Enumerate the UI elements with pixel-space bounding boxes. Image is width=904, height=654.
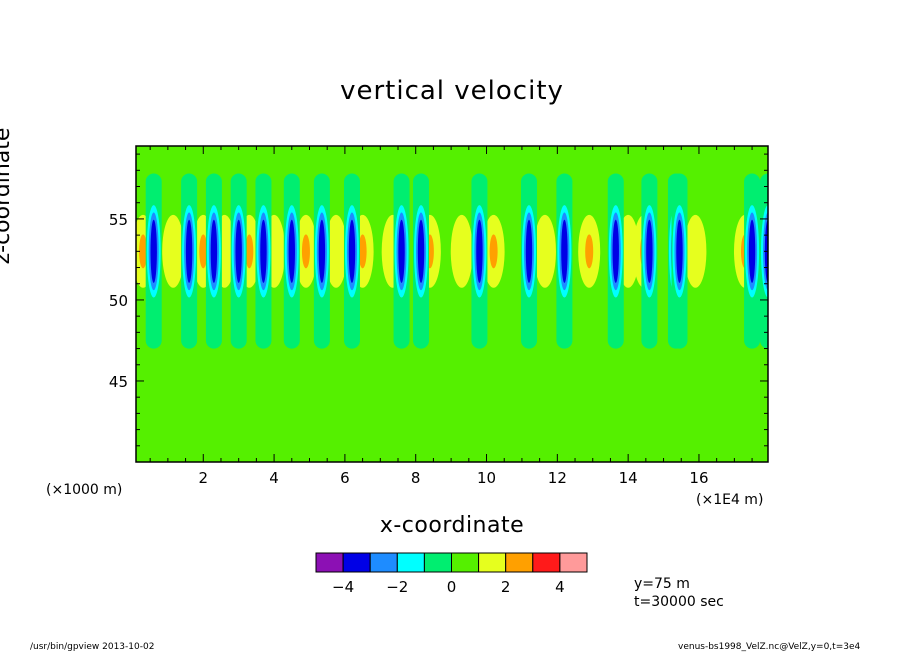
updraft-column [162,214,185,288]
downdraft-column [471,173,488,349]
x-tick-label: 16 [689,469,708,487]
downdraft-column [283,173,300,349]
updraft-column [325,214,348,288]
axes: 2 4 6 8 10 12 14 16 45 50 55 [109,146,768,487]
x-tick-label: 2 [198,469,208,487]
x-axis-unit: (×1E4 m) [696,492,764,508]
downdraft-column [393,173,410,349]
colorbar-tick-label: 0 [447,578,457,596]
x-axis-label: x-coordinate [379,513,525,538]
footer-right: venus-bs1998_VelZ.nc@VelZ,y=0,t=3e4 [678,642,861,652]
downdraft-column [607,173,624,349]
x-tick-label: 14 [619,469,638,487]
y-value-annotation: y=75 m [634,576,690,592]
time-annotation: t=30000 sec [634,594,724,610]
x-tick-label: 10 [477,469,496,487]
x-tick-label: 8 [411,469,421,487]
downdraft-column [255,173,272,349]
downdraft-column [671,173,688,349]
colorbar-swatch [532,552,561,573]
colorbar-tick-label: 4 [555,578,565,596]
y-tick-label: 55 [109,211,128,229]
colorbar-tick-label: −4 [332,578,354,596]
colorbar-tick-label: −2 [386,578,408,596]
footer-left: /usr/bin/gpview 2013-10-02 [30,642,155,652]
chart-title: vertical velocity [340,76,564,106]
colorbar-swatch [342,552,371,573]
colorbar-swatch [451,552,480,573]
downdraft-column [145,173,162,349]
updraft-column [684,214,707,288]
colorbar-swatch [369,552,398,573]
downdraft-column [521,173,538,349]
colorbar-swatch [423,552,452,573]
x-axis-multiplier: (×1000 m) [46,482,123,498]
colorbar: −4 −2 0 2 4 [315,552,588,596]
downdraft-column [641,173,658,349]
y-tick-label: 45 [109,373,128,391]
velocity-field [136,173,768,349]
x-tick-label: 6 [340,469,350,487]
x-tick-label: 12 [548,469,567,487]
downdraft-column [343,173,360,349]
y-tick-label: 50 [109,292,128,310]
updraft-column [482,214,505,288]
downdraft-column [181,173,198,349]
updraft-column [450,214,473,288]
downdraft-column [413,173,430,349]
colorbar-tick-label: 2 [501,578,511,596]
colorbar-swatch [396,552,425,573]
colorbar-swatch [315,552,344,573]
colorbar-swatch [478,552,507,573]
updraft-column [533,214,556,288]
downdraft-column [556,173,573,349]
downdraft-column [230,173,247,349]
colorbar-swatch [559,552,588,573]
updraft-column [294,214,317,288]
downdraft-column [744,173,761,349]
updraft-column [578,214,601,288]
plot-frame [135,145,769,463]
downdraft-column [313,173,330,349]
x-tick-label: 4 [269,469,279,487]
colorbar-swatch [505,552,534,573]
downdraft-column [205,173,222,349]
